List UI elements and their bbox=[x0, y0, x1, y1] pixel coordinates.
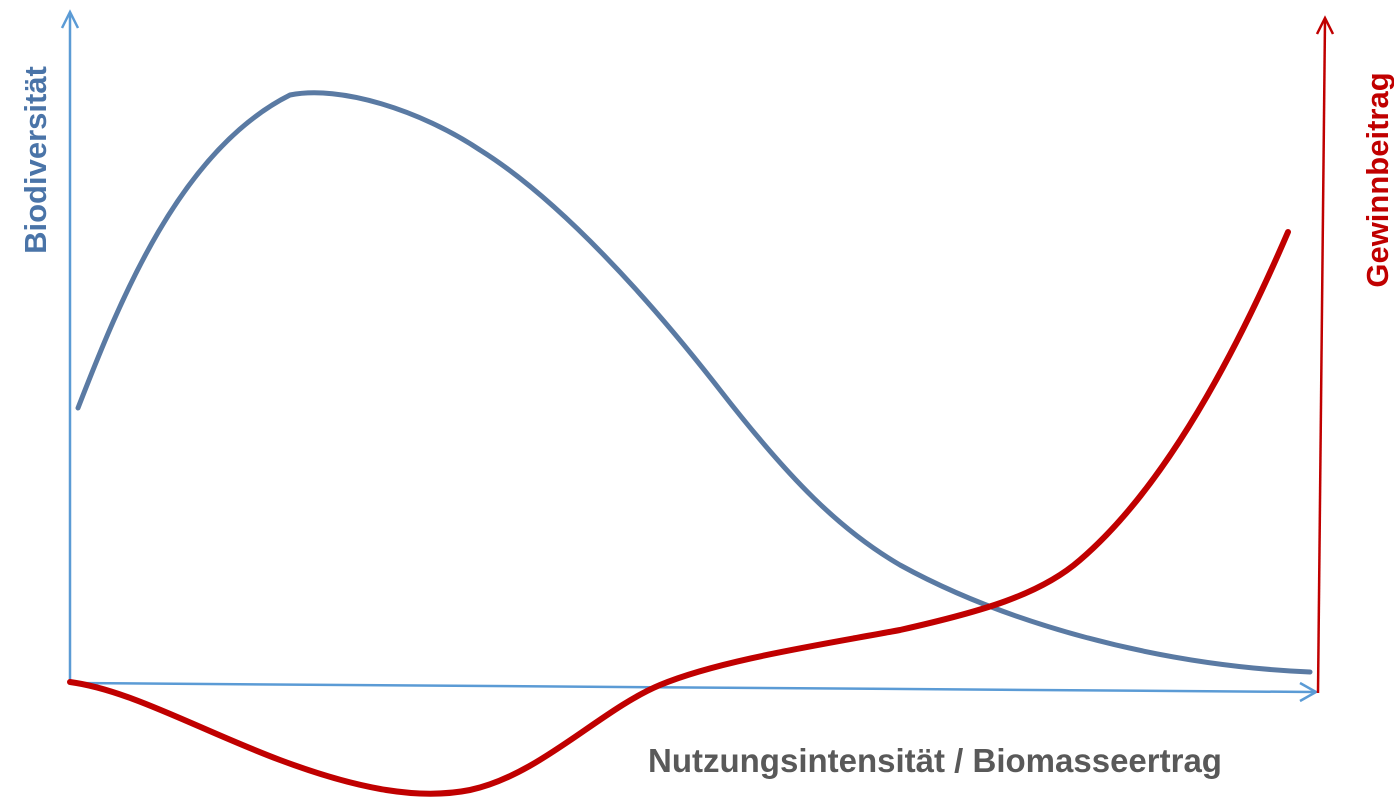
right-axis bbox=[1316, 19, 1327, 694]
y-left-label: Biodiversität bbox=[18, 66, 53, 254]
bottom-axis bbox=[67, 681, 1315, 694]
y-right-label: Gewinnbeitrag bbox=[1360, 72, 1394, 287]
right-axis-arrow bbox=[1315, 15, 1335, 35]
left-axis-arrow bbox=[60, 9, 80, 29]
bottom-axis-arrow bbox=[1299, 681, 1319, 703]
x-label: Nutzungsintensität / Biomasseertrag bbox=[648, 742, 1222, 779]
profit-curve bbox=[67, 229, 1291, 797]
biodiversity-curve bbox=[75, 90, 1313, 675]
